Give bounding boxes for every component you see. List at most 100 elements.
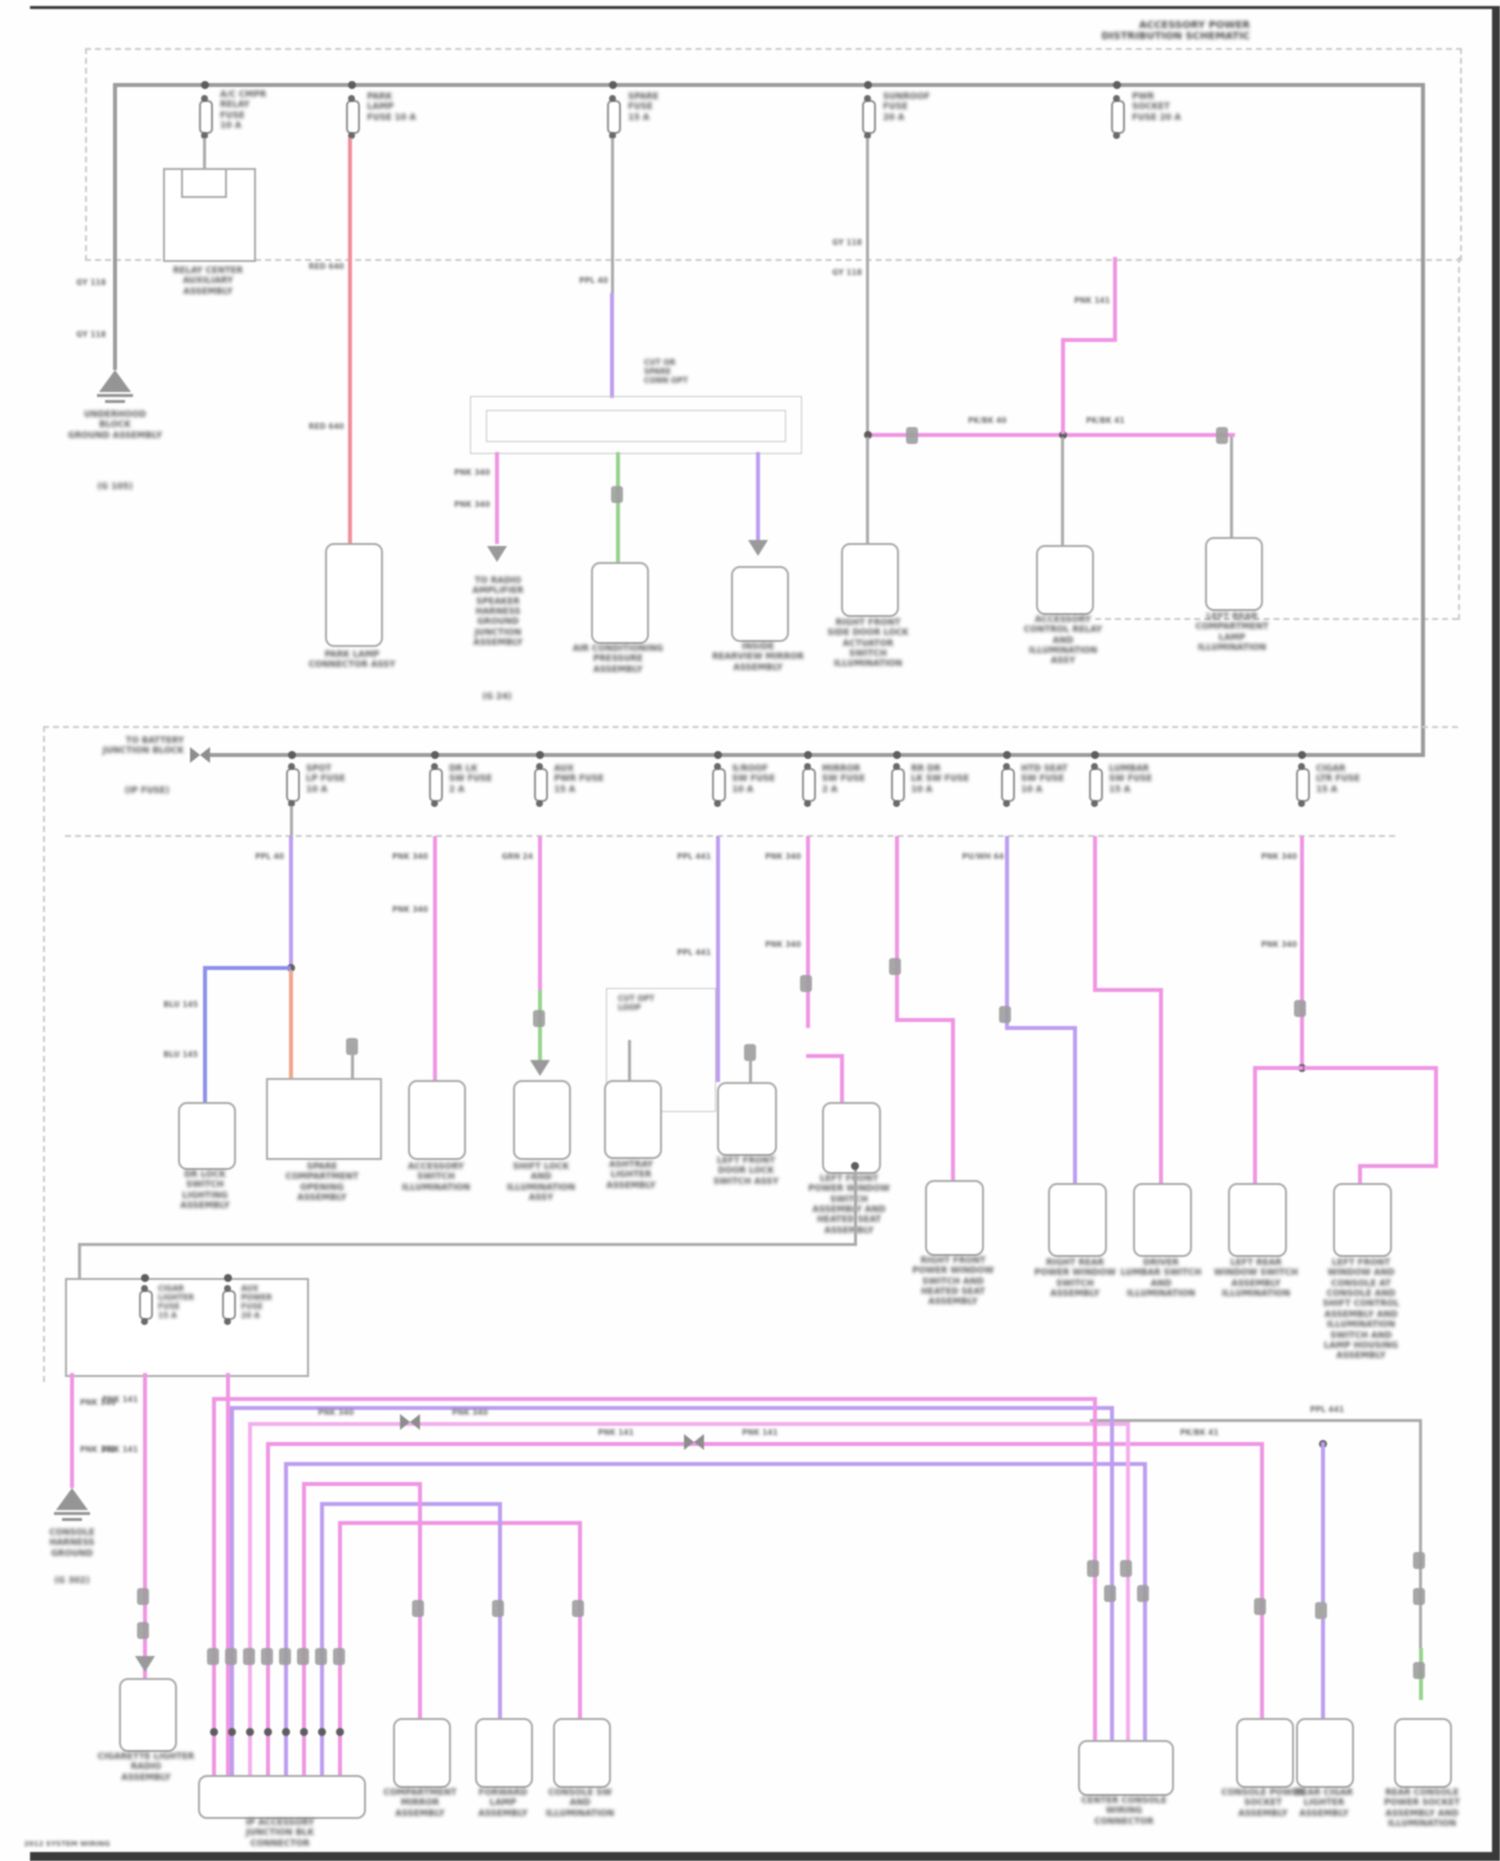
- wire-tick: BLU 145: [163, 1000, 198, 1009]
- ground-bar: [97, 394, 133, 397]
- connector-label: AIR CONDITIONING PRESSURE ASSEMBLY: [572, 644, 664, 675]
- inline-connector-icon: [225, 1648, 237, 1665]
- option-label: CUT OPT LOOP: [618, 994, 655, 1013]
- bundle-wire: [338, 1521, 582, 1525]
- wire-tick: PNK 340: [392, 852, 428, 861]
- component-label: RELAY CENTER AUXILIARY ASSEMBLY: [173, 266, 243, 297]
- connector-label: CIGARETTE LIGHTER RADIO ASSEMBLY: [97, 1752, 195, 1783]
- diagram-title: ACCESSORY POWER DISTRIBUTION SCHEMATIC: [1101, 20, 1250, 42]
- fuse-label: SPARE FUSE 15 A: [628, 92, 659, 123]
- wire-label: PPL 441: [1310, 1405, 1345, 1414]
- ground-label: CONSOLE HARNESS GROUND: [49, 1528, 95, 1559]
- pink-wire: [1093, 988, 1163, 992]
- bundle-wire: [284, 1462, 288, 1775]
- wire-label: PNK 340: [318, 1408, 354, 1417]
- wire-tick: PNK 141: [1074, 296, 1110, 305]
- splice: [246, 1728, 254, 1736]
- module-box: [266, 1078, 382, 1160]
- splice: [864, 431, 872, 439]
- connector: [553, 1718, 611, 1788]
- fuse-label: A/C CMPR RELAY FUSE 10 A: [220, 90, 267, 132]
- splice: [288, 751, 296, 759]
- fuse-label: CIGAR LTR FUSE 15 A: [1316, 764, 1360, 795]
- splice: [282, 1728, 290, 1736]
- fuse-label: CIGAR LIGHTER FUSE 15 A: [158, 1284, 195, 1321]
- connector-label: LEFT FRONT DOOR LOCK SWITCH ASSY: [713, 1156, 779, 1187]
- bundle-wire: [266, 1442, 1264, 1446]
- ground-bar: [62, 1518, 82, 1521]
- pink-wire: [1253, 1066, 1257, 1183]
- connector-label: LEFT REAR COMPARTMENT LAMP ILLUMINATION: [1195, 612, 1269, 654]
- bus1-right-feed-wire: [1421, 83, 1425, 757]
- connector: [119, 1678, 177, 1752]
- ground-label: UNDERHOOD BLOCK GROUND ASSEMBLY: [67, 410, 163, 441]
- connector: [513, 1080, 571, 1160]
- inline-connector-icon: [1120, 1560, 1132, 1577]
- connector-label: LEFT REAR WINDOW SWITCH ASSEMBLY ILLUMIN…: [1213, 1258, 1299, 1300]
- wire: [866, 138, 869, 438]
- inline-connector-icon: [137, 1588, 149, 1605]
- inline-connector-icon: [611, 486, 623, 503]
- splice: [893, 751, 901, 759]
- inline-connector-icon: [279, 1648, 291, 1665]
- purple-wire: [1073, 1026, 1077, 1183]
- inline-connector-icon: [999, 1006, 1011, 1023]
- connector-label: RIGHT REAR POWER WINDOW SWITCH ASSEMBLY: [1034, 1258, 1116, 1300]
- connector: [1133, 1183, 1192, 1257]
- wire-label: PNK 141: [742, 1428, 778, 1437]
- fuse-symbol: [222, 1285, 236, 1325]
- dashed-band-top: [43, 726, 1458, 728]
- pink-wire: [1126, 1422, 1130, 1740]
- splice: [287, 964, 295, 972]
- splice: [1091, 751, 1099, 759]
- pink-wire: [840, 1054, 844, 1102]
- wire: [749, 1060, 752, 1082]
- splice: [264, 1728, 272, 1736]
- fuse-symbol: [712, 763, 726, 807]
- inline-connector-icon: [889, 958, 901, 975]
- splice: [1059, 431, 1067, 439]
- connector: [731, 566, 789, 642]
- ground-tag: (G 105): [97, 482, 133, 492]
- pink-wire: [143, 1373, 147, 1678]
- wide-connector: [1078, 1740, 1174, 1796]
- connector: [1394, 1718, 1452, 1788]
- bundle-wire: [248, 1422, 1130, 1426]
- pink-wire: [1260, 1442, 1264, 1648]
- wire-tick: PNK 141: [102, 1395, 138, 1404]
- wire-tick: GRN 24: [501, 852, 533, 861]
- fuse-label: SUNROOF FUSE 20 A: [883, 92, 930, 123]
- fuse-symbol: [1001, 763, 1015, 807]
- connector: [604, 1080, 662, 1159]
- option-loop-outer: [470, 396, 802, 454]
- wire-label: PNK 141: [598, 1428, 634, 1437]
- splice: [609, 81, 617, 89]
- connector: [178, 1102, 236, 1170]
- pink-wire: [433, 836, 437, 1080]
- arrow-down-icon: [748, 540, 768, 556]
- pink-wire: [895, 836, 899, 1022]
- ground-bar: [105, 400, 125, 403]
- bus2-wire: [210, 753, 1425, 757]
- inline-connector-icon: [297, 1648, 309, 1665]
- dashed-bottom-extension: [1095, 618, 1458, 620]
- connector-label: DRIVER LUMBAR SWITCH AND ILLUMINATION: [1120, 1258, 1202, 1300]
- wire-tick: PNK 340: [1261, 940, 1297, 949]
- splice: [210, 1728, 218, 1736]
- harness-routing-stack-label: TO RADIO AMPLIFIER SPEAKER HARNESS GROUN…: [472, 576, 524, 649]
- connector: [841, 543, 899, 617]
- purple-wire: [1321, 1442, 1325, 1602]
- splice: [141, 1274, 149, 1282]
- bundle-wire: [212, 1397, 1097, 1401]
- wire-tick: RED 640: [308, 422, 344, 431]
- ground-bar: [54, 1512, 90, 1515]
- wire-tick: PNK 340: [765, 940, 801, 949]
- inline-connector-icon: [1413, 1662, 1425, 1679]
- sub-fuse-box: [65, 1278, 309, 1377]
- pink-wire: [1061, 338, 1065, 434]
- pink-wire: [806, 836, 810, 1028]
- fuse-label: LUMBAR SW FUSE 15 A: [1109, 764, 1153, 795]
- fuse-symbol: [286, 763, 300, 807]
- connector: [475, 1718, 533, 1788]
- inline-connector-icon: [533, 1010, 545, 1027]
